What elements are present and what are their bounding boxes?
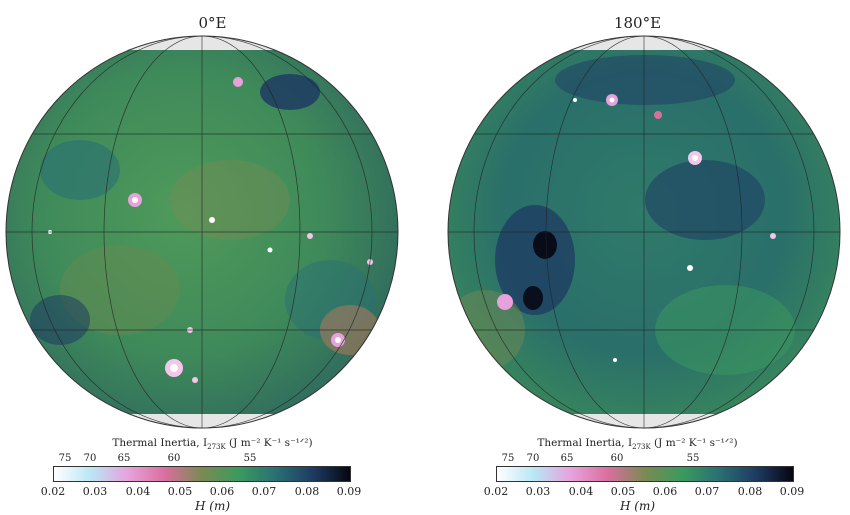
tick-label: 0.07 [251,485,277,498]
tick-label: 0.08 [294,485,320,498]
colorbar-xlabel: H (m) [194,499,231,513]
colorbar-xlabel: H (m) [619,499,656,513]
tick-label: 0.08 [737,485,763,498]
tick-label: 65 [560,453,574,464]
tick-label: 75 [501,453,515,464]
tick-label: 65 [117,453,131,464]
colorbar-title: Thermal Inertia, I273K (J m⁻² K⁻¹ s⁻¹ᐟ²) [537,437,738,452]
tick-label: 0.07 [694,485,720,498]
tick-label: 0.03 [525,485,551,498]
bright-crater [497,294,513,310]
north-polar-cap [6,36,398,50]
tick-label: 60 [167,453,181,464]
tick-label: 0.09 [336,485,362,498]
tick-label: 70 [526,453,540,464]
colorbar [53,466,351,482]
tick-label: 0.06 [652,485,678,498]
colorbar [496,466,794,482]
tick-label: 60 [610,453,624,464]
tick-label: 0.03 [82,485,108,498]
tick-label: 0.02 [40,485,66,498]
tick-label: 0.09 [779,485,805,498]
globe-panel-180E: 180°E [425,0,850,515]
globe-map-0E [5,35,399,429]
tick-label: 0.06 [209,485,235,498]
globe-title: 0°E [198,14,227,32]
tick-label: 0.02 [483,485,509,498]
tick-label: 0.05 [167,485,193,498]
tick-label: 0.04 [125,485,151,498]
globe-map-180E [447,35,841,429]
tick-label: 75 [58,453,72,464]
tick-label: 70 [83,453,97,464]
globe-title: 180°E [613,14,662,32]
globe-panel-0E: 0°E [5,14,399,513]
tick-label: 0.05 [610,485,636,498]
tick-label: 0.04 [568,485,594,498]
tick-label: 55 [243,453,257,464]
bright-crater [654,111,662,119]
north-polar-cap [448,36,840,50]
bright-crater [233,77,243,87]
colorbar-title: Thermal Inertia, I273K (J m⁻² K⁻¹ s⁻¹ᐟ²) [112,437,313,452]
tick-label: 55 [686,453,700,464]
